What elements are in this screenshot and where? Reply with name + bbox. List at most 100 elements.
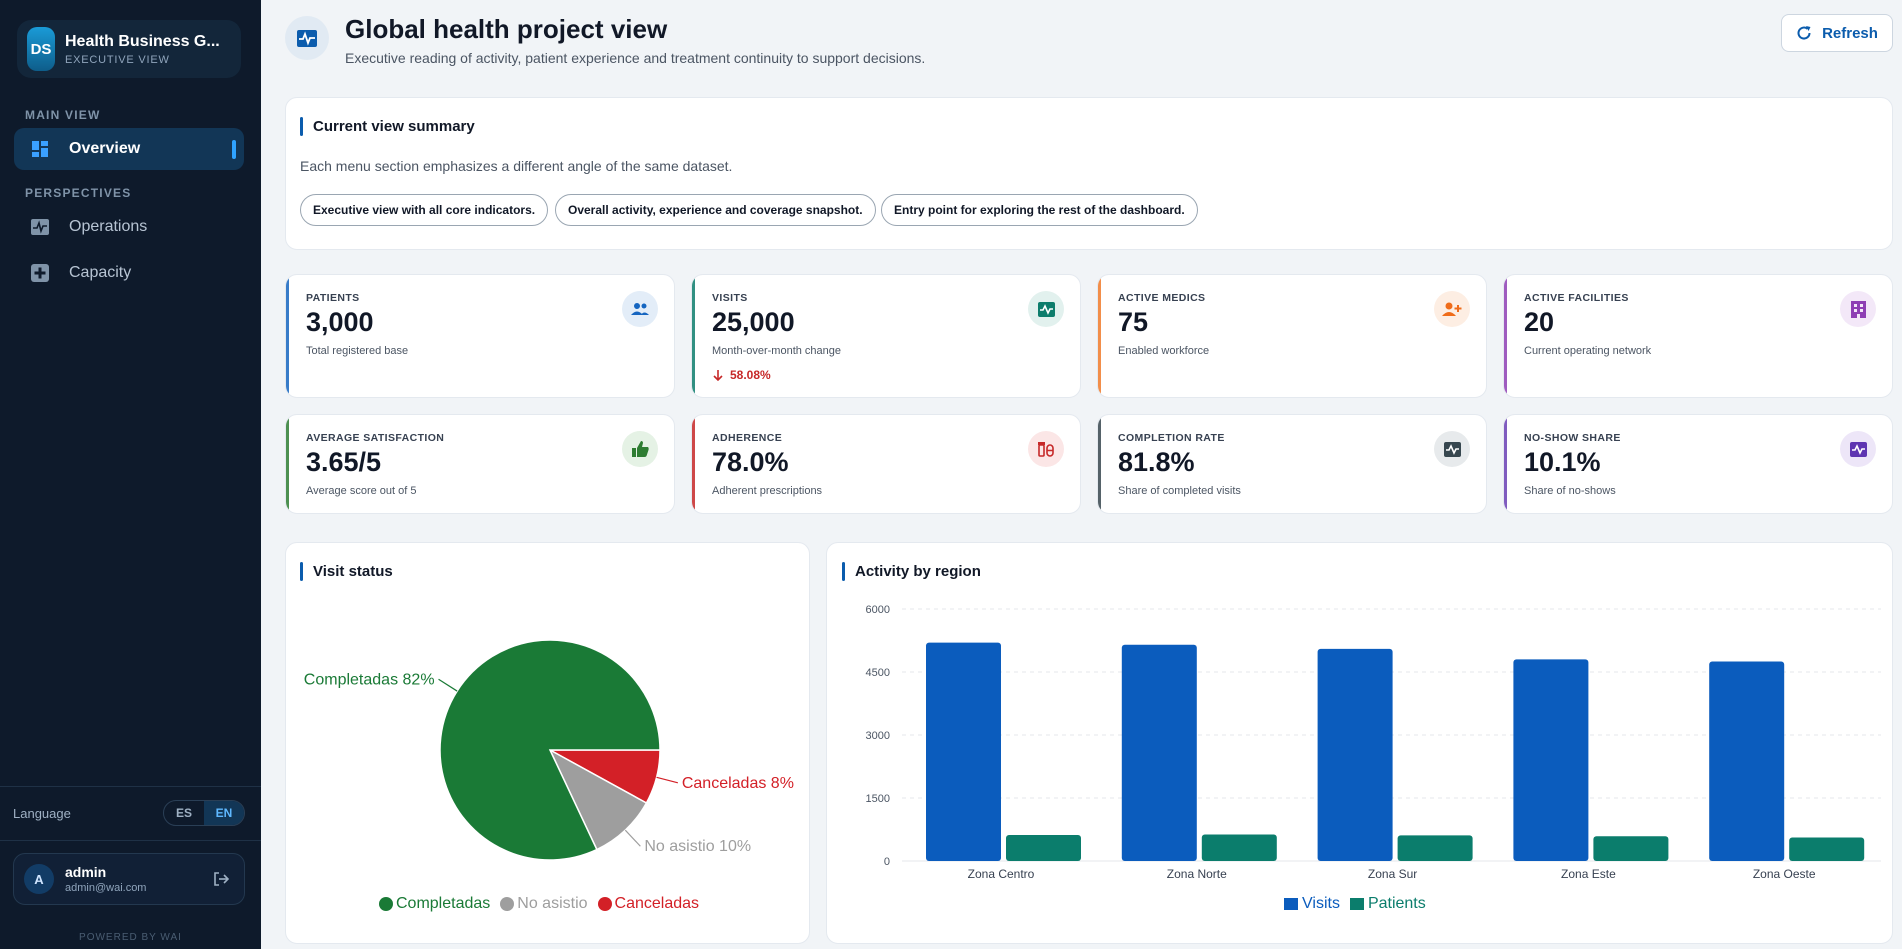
powered-by: POWERED BY WAI xyxy=(79,932,182,943)
kpi-description: Share of no-shows xyxy=(1524,485,1616,497)
kpi-card-active-medics: ACTIVE MEDICS 75 Enabled workforce xyxy=(1097,274,1487,398)
pulse-icon xyxy=(1434,431,1470,467)
user-name: admin xyxy=(65,864,107,880)
x-tick-label: Zona Oeste xyxy=(1753,867,1816,881)
refresh-label: Refresh xyxy=(1822,24,1878,42)
x-tick-label: Zona Norte xyxy=(1167,867,1227,881)
refresh-button[interactable]: Refresh xyxy=(1781,14,1893,52)
pulse-icon xyxy=(1028,291,1064,327)
kpi-card-adherence: ADHERENCE 78.0% Adherent prescriptions xyxy=(691,414,1081,514)
bar-visits[interactable] xyxy=(1709,661,1785,862)
pie-slice-label: No asistio 10% xyxy=(644,838,751,855)
kpi-label: AVERAGE SATISFACTION xyxy=(306,432,445,444)
x-tick-label: Zona Sur xyxy=(1368,867,1417,881)
legend-label: Canceladas xyxy=(614,895,700,912)
kpi-value: 10.1% xyxy=(1524,447,1601,477)
logout-icon[interactable] xyxy=(210,868,232,890)
sidebar: DS Health Business G... EXECUTIVE VIEW M… xyxy=(0,0,261,949)
kpi-label: ACTIVE FACILITIES xyxy=(1524,292,1629,304)
legend-label: Patients xyxy=(1367,895,1426,912)
y-tick-label: 3000 xyxy=(866,730,890,742)
brand-card[interactable]: DS Health Business G... EXECUTIVE VIEW xyxy=(17,20,241,78)
legend-item[interactable]: Canceladas xyxy=(597,895,700,913)
bar-legend: Visits Patients xyxy=(1284,895,1436,913)
legend-item[interactable]: Visits xyxy=(1284,895,1340,913)
bar-patients[interactable] xyxy=(1397,835,1473,861)
x-tick-label: Zona Este xyxy=(1561,867,1616,881)
thumbs-up-icon xyxy=(622,431,658,467)
medical-cross-icon xyxy=(31,264,49,282)
bar-patients[interactable] xyxy=(1789,837,1865,861)
bar-visits[interactable] xyxy=(1121,644,1197,861)
kpi-card-no-show-share: NO-SHOW SHARE 10.1% Share of no-shows xyxy=(1503,414,1893,514)
section-main-view: MAIN VIEW xyxy=(25,108,101,122)
kpi-description: Current operating network xyxy=(1524,345,1652,357)
bar-patients[interactable] xyxy=(1201,834,1277,861)
kpi-description: Total registered base xyxy=(306,345,409,357)
section-perspectives: PERSPECTIVES xyxy=(25,186,132,200)
pie-slice-label: Completadas 82% xyxy=(304,671,435,688)
legend-item[interactable]: Patients xyxy=(1349,895,1426,913)
bar-visits[interactable] xyxy=(1317,648,1393,861)
y-tick-label: 4500 xyxy=(866,667,890,679)
legend-item[interactable]: No asistio xyxy=(500,895,588,913)
user-email: admin@wai.com xyxy=(65,882,147,894)
language-label: Language xyxy=(13,805,71,821)
kpi-label: VISITS xyxy=(712,292,748,304)
legend-swatch xyxy=(1284,898,1298,910)
pie-slice-completadas[interactable] xyxy=(439,639,661,861)
bar-visits[interactable] xyxy=(926,642,1001,861)
legend-swatch xyxy=(500,897,515,911)
kpi-value: 3.65/5 xyxy=(306,447,382,477)
summary-pill[interactable]: Entry point for exploring the rest of th… xyxy=(881,194,1198,226)
sidebar-item-operations[interactable]: Operations xyxy=(14,206,244,248)
pulse-icon xyxy=(31,218,49,236)
y-tick-label: 1500 xyxy=(866,793,890,805)
users-icon xyxy=(622,291,658,327)
visit-status-title: Visit status xyxy=(300,562,393,581)
legend-item[interactable]: Completadas xyxy=(379,895,490,913)
add-user-icon xyxy=(1434,291,1470,327)
kpi-label: PATIENTS xyxy=(306,292,360,304)
pie-leader-line xyxy=(656,776,679,784)
kpi-description: Enabled workforce xyxy=(1118,345,1210,357)
summary-text: Each menu section emphasizes a different… xyxy=(300,158,733,174)
legend-label: Visits xyxy=(1302,895,1340,912)
kpi-description: Adherent prescriptions xyxy=(712,485,823,497)
legend-swatch xyxy=(1349,898,1364,910)
lang-es-button[interactable]: ES xyxy=(175,806,192,820)
kpi-value: 25,000 xyxy=(712,307,795,337)
kpi-value: 81.8% xyxy=(1118,447,1195,477)
avatar: A xyxy=(24,864,54,894)
user-card: A admin admin@wai.com xyxy=(13,853,245,905)
y-tick-label: 0 xyxy=(884,856,890,868)
kpi-card-active-facilities: ACTIVE FACILITIES 20 Current operating net… xyxy=(1503,274,1893,398)
bar-visits[interactable] xyxy=(1513,659,1589,861)
sidebar-item-label: Capacity xyxy=(69,264,132,281)
kpi-card-completion-rate: COMPLETION RATE 81.8% Share of completed v… xyxy=(1097,414,1487,514)
legend-label: Completadas xyxy=(396,895,491,912)
medication-icon xyxy=(1028,431,1064,467)
page-subtitle: Executive reading of activity, patient e… xyxy=(345,50,926,66)
language-toggle: ES EN xyxy=(163,800,245,826)
kpi-description: Average score out of 5 xyxy=(306,485,417,497)
arrow-down-icon xyxy=(713,370,723,381)
activity-region-title: Activity by region xyxy=(842,562,981,581)
language-row: Language ES EN xyxy=(13,800,245,826)
brand-title: Health Business G... xyxy=(65,32,220,50)
kpi-card-patients: PATIENTS 3,000 Total registered base xyxy=(285,274,675,398)
bar-patients[interactable] xyxy=(1006,834,1081,861)
bar-patients[interactable] xyxy=(1593,836,1669,861)
summary-pill[interactable]: Overall activity, experience and coverag… xyxy=(555,194,876,226)
summary-pill[interactable]: Executive view with all core indicators. xyxy=(300,194,549,226)
kpi-value: 20 xyxy=(1524,307,1555,337)
kpi-change: 58.08% xyxy=(712,368,771,382)
lang-en-button[interactable]: EN xyxy=(204,801,244,825)
pulse-icon xyxy=(285,16,329,60)
dashboard-icon xyxy=(31,140,49,158)
x-tick-label: Zona Centro xyxy=(968,867,1035,881)
sidebar-item-capacity[interactable]: Capacity xyxy=(14,252,244,294)
sidebar-item-overview[interactable]: Overview xyxy=(14,128,244,170)
kpi-label: ACTIVE MEDICS xyxy=(1118,292,1206,304)
refresh-icon xyxy=(1797,26,1811,40)
